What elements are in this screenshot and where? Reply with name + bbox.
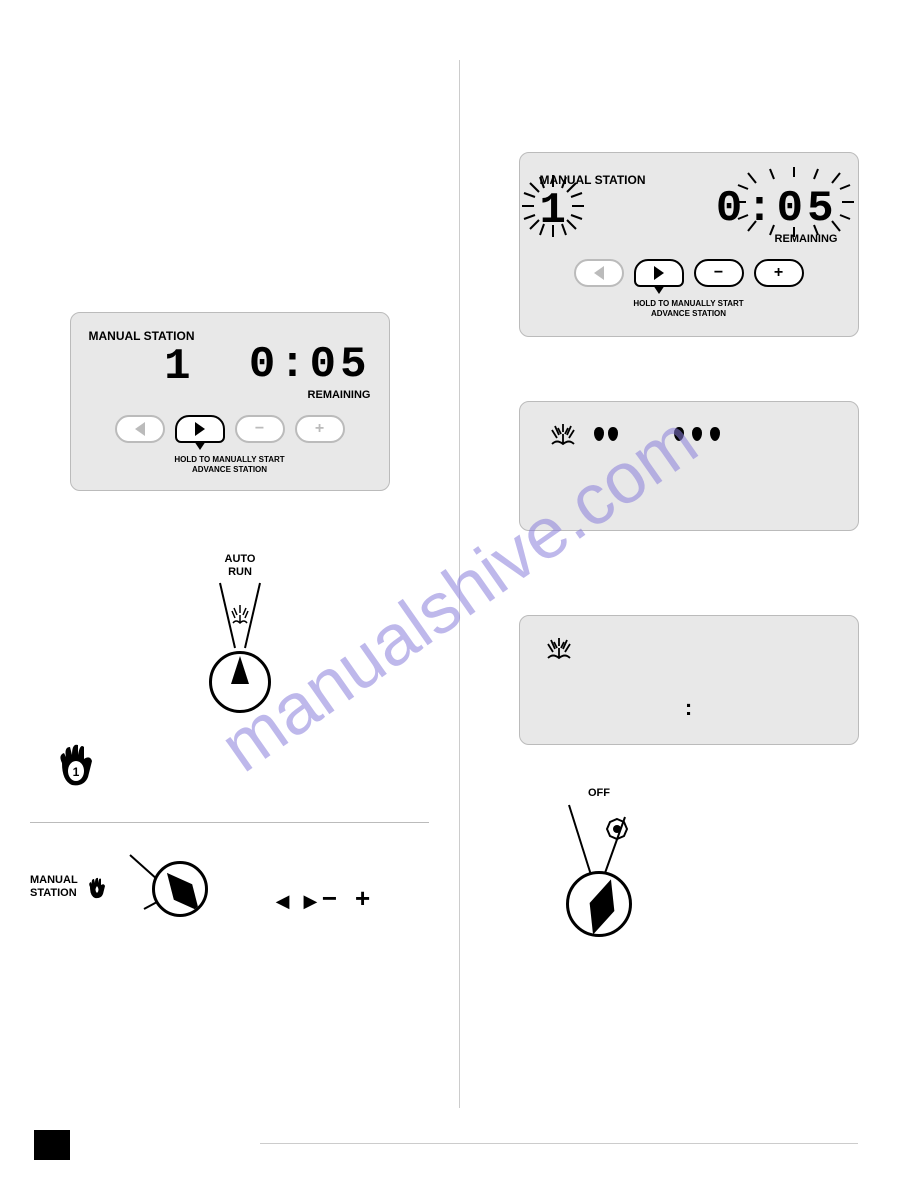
drop-icon bbox=[692, 427, 702, 441]
off-dial-knob[interactable] bbox=[566, 871, 632, 937]
manual-dial-knob[interactable] bbox=[152, 861, 208, 917]
left-column: MANUAL STATION 1 0:05 REMAINING − + HOLD… bbox=[0, 0, 459, 1188]
hand-drop-icon bbox=[84, 873, 114, 901]
manual-station-label: MANUAL STATION bbox=[89, 329, 195, 343]
button-caption-left: HOLD TO MANUALLY START ADVANCE STATION bbox=[89, 455, 371, 476]
left-arrow-icon: ◀ bbox=[276, 891, 290, 912]
plus-hint-icon: + bbox=[355, 883, 370, 914]
time-remaining-value-r: 0:05 bbox=[716, 187, 838, 231]
remaining-label-r: REMAINING bbox=[716, 233, 838, 245]
lcd-panel-drops bbox=[519, 401, 859, 531]
sprinkler-icon bbox=[548, 422, 578, 446]
lcd-panel-right-1: MANUAL STATION bbox=[519, 152, 859, 337]
remaining-label: REMAINING bbox=[215, 389, 371, 401]
lcd-panel-left: MANUAL STATION 1 0:05 REMAINING − + HOLD… bbox=[70, 312, 390, 491]
manual-station-caption: MANUALSTATION bbox=[30, 874, 78, 899]
sprinkler-icon-2 bbox=[544, 636, 574, 660]
right-arrow-icon: ▶ bbox=[304, 891, 318, 912]
manual-station-dial-row: MANUALSTATION ◀ ▶ bbox=[30, 847, 429, 927]
prev-button[interactable] bbox=[115, 415, 165, 443]
page-number-block bbox=[34, 1130, 70, 1160]
minus-hint-icon: − bbox=[322, 883, 337, 914]
svg-text:1: 1 bbox=[73, 765, 80, 779]
station-number-r: 1 bbox=[540, 189, 570, 233]
plus-minus-hint-icons: − + bbox=[322, 883, 370, 914]
section-divider bbox=[30, 822, 429, 823]
manual-station-label-r: MANUAL STATION bbox=[540, 173, 646, 187]
lcd-panel-colon: : bbox=[519, 615, 859, 745]
off-dial: OFF bbox=[529, 787, 669, 937]
button-caption-right: HOLD TO MANUALLY START ADVANCE STATION bbox=[540, 299, 838, 320]
minus-button-r[interactable]: − bbox=[694, 259, 744, 287]
footer-rule bbox=[260, 1143, 858, 1144]
prev-button-r[interactable] bbox=[574, 259, 624, 287]
colon-display: : bbox=[538, 695, 840, 721]
drop-icon bbox=[674, 427, 684, 441]
next-advance-button-r[interactable] bbox=[634, 259, 684, 287]
arrow-hint-icons: ◀ ▶ bbox=[276, 891, 318, 912]
drop-icon bbox=[608, 427, 618, 441]
button-row-right: − + bbox=[540, 259, 838, 287]
plus-button[interactable]: + bbox=[295, 415, 345, 443]
hand-station-icon: 1 bbox=[50, 733, 429, 798]
dial-knob[interactable] bbox=[209, 651, 271, 713]
plus-button-r[interactable]: + bbox=[754, 259, 804, 287]
next-advance-button[interactable] bbox=[175, 415, 225, 443]
minus-button[interactable]: − bbox=[235, 415, 285, 443]
auto-run-dial: AUTORUN bbox=[170, 553, 310, 713]
time-remaining-value: 0:05 bbox=[215, 343, 371, 387]
station-number: 1 bbox=[89, 345, 195, 389]
button-row-left: − + bbox=[89, 415, 371, 443]
right-column: MANUAL STATION bbox=[459, 0, 918, 1188]
drop-icon bbox=[710, 427, 720, 441]
drop-icon bbox=[594, 427, 604, 441]
